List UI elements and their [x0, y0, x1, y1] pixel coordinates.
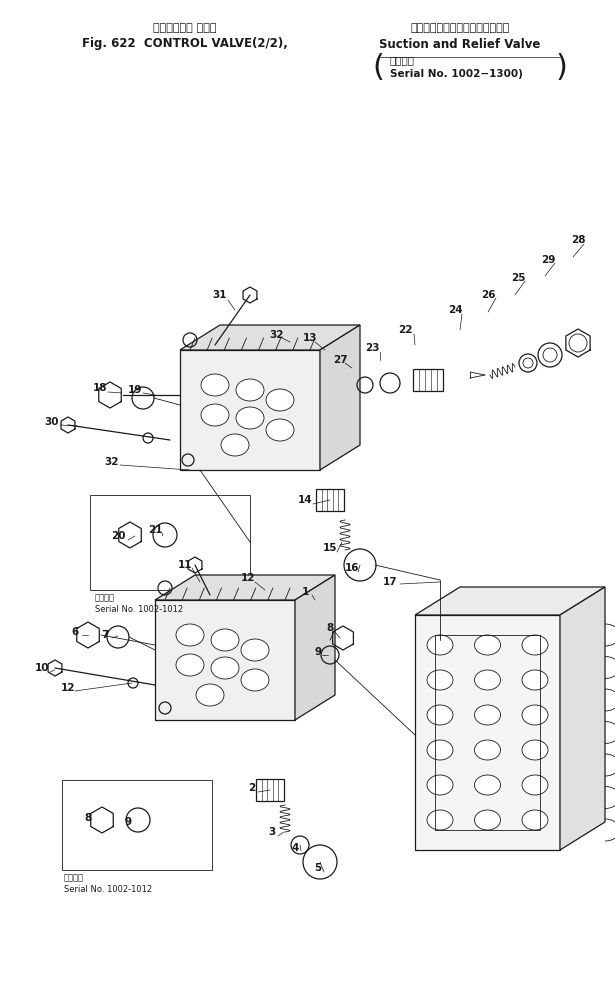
Text: 1: 1: [301, 587, 309, 597]
Text: Serial No. 1002−1300): Serial No. 1002−1300): [390, 69, 523, 79]
Ellipse shape: [427, 635, 453, 655]
Text: 32: 32: [270, 330, 284, 340]
Ellipse shape: [241, 639, 269, 661]
Text: Serial No. 1002-1012: Serial No. 1002-1012: [64, 886, 152, 895]
Ellipse shape: [427, 740, 453, 760]
Polygon shape: [295, 575, 335, 720]
Bar: [256, 779, 284, 801]
Ellipse shape: [475, 670, 501, 690]
Text: 5: 5: [314, 863, 322, 873]
Text: 6: 6: [71, 627, 79, 637]
Ellipse shape: [211, 657, 239, 679]
Ellipse shape: [522, 775, 548, 795]
Ellipse shape: [522, 740, 548, 760]
Polygon shape: [415, 587, 605, 615]
Text: 10: 10: [35, 663, 49, 673]
Bar: [435, 635, 540, 830]
Polygon shape: [155, 600, 295, 720]
Text: 17: 17: [383, 577, 397, 587]
Text: 31: 31: [213, 290, 228, 300]
Ellipse shape: [176, 654, 204, 676]
Ellipse shape: [427, 775, 453, 795]
Bar: [413, 369, 443, 391]
Text: 16: 16: [345, 563, 359, 573]
Text: 32: 32: [105, 457, 119, 467]
Text: 12: 12: [61, 683, 75, 693]
Ellipse shape: [427, 670, 453, 690]
Ellipse shape: [196, 684, 224, 706]
Polygon shape: [155, 575, 335, 600]
Text: 9: 9: [314, 647, 322, 657]
Text: 13: 13: [303, 333, 317, 343]
Text: 21: 21: [148, 525, 162, 535]
Text: コントロール バルブ: コントロール バルブ: [153, 23, 216, 33]
Text: 11: 11: [178, 560, 192, 570]
Polygon shape: [180, 350, 320, 470]
Text: 15: 15: [323, 543, 337, 553]
Text: 18: 18: [93, 383, 107, 393]
Text: 3: 3: [268, 827, 276, 837]
Polygon shape: [180, 325, 360, 350]
Text: 27: 27: [333, 355, 347, 365]
Text: 14: 14: [298, 495, 312, 505]
Polygon shape: [415, 615, 560, 850]
Ellipse shape: [475, 775, 501, 795]
Ellipse shape: [266, 389, 294, 411]
Polygon shape: [320, 325, 360, 470]
Text: 25: 25: [510, 273, 525, 283]
Text: 28: 28: [571, 235, 585, 245]
Text: 適用号機: 適用号機: [390, 55, 415, 65]
Text: 8: 8: [84, 813, 92, 823]
Text: 20: 20: [111, 531, 125, 541]
Ellipse shape: [475, 705, 501, 725]
Ellipse shape: [201, 374, 229, 396]
Text: 24: 24: [448, 305, 462, 315]
Text: 4: 4: [292, 843, 299, 853]
Text: 26: 26: [481, 290, 495, 300]
Text: 19: 19: [128, 385, 142, 395]
Ellipse shape: [475, 635, 501, 655]
Text: Serial No. 1002-1012: Serial No. 1002-1012: [95, 606, 183, 614]
Ellipse shape: [176, 624, 204, 646]
Ellipse shape: [522, 635, 548, 655]
Text: 9: 9: [124, 817, 132, 827]
Ellipse shape: [221, 434, 249, 456]
Ellipse shape: [475, 740, 501, 760]
Ellipse shape: [236, 379, 264, 401]
Text: 適用号機: 適用号機: [95, 594, 115, 603]
Ellipse shape: [522, 810, 548, 830]
Text: (: (: [372, 53, 384, 81]
Text: Suction and Relief Valve: Suction and Relief Valve: [379, 38, 541, 51]
Text: 30: 30: [45, 417, 59, 427]
Ellipse shape: [236, 407, 264, 429]
Text: 適用号機: 適用号機: [64, 873, 84, 883]
Text: 12: 12: [240, 573, 255, 583]
Polygon shape: [560, 587, 605, 850]
Ellipse shape: [475, 810, 501, 830]
Ellipse shape: [427, 705, 453, 725]
Bar: [90, 495, 250, 590]
Ellipse shape: [522, 705, 548, 725]
Text: 2: 2: [248, 783, 256, 793]
Text: Fig. 622  CONTROL VALVE(2/2),: Fig. 622 CONTROL VALVE(2/2),: [82, 38, 288, 51]
Text: 23: 23: [365, 343, 379, 353]
Ellipse shape: [201, 404, 229, 426]
Bar: [316, 489, 344, 511]
Ellipse shape: [427, 810, 453, 830]
Text: 8: 8: [327, 623, 333, 633]
Text: ): ): [556, 53, 568, 81]
Text: 7: 7: [101, 630, 109, 640]
Text: 22: 22: [398, 325, 412, 335]
Ellipse shape: [266, 419, 294, 441]
Bar: [62, 780, 212, 870]
Ellipse shape: [211, 629, 239, 651]
Ellipse shape: [522, 670, 548, 690]
Text: 29: 29: [541, 255, 555, 265]
Text: サクションおよびリリーフバルブ: サクションおよびリリーフバルブ: [410, 23, 510, 33]
Ellipse shape: [241, 669, 269, 691]
